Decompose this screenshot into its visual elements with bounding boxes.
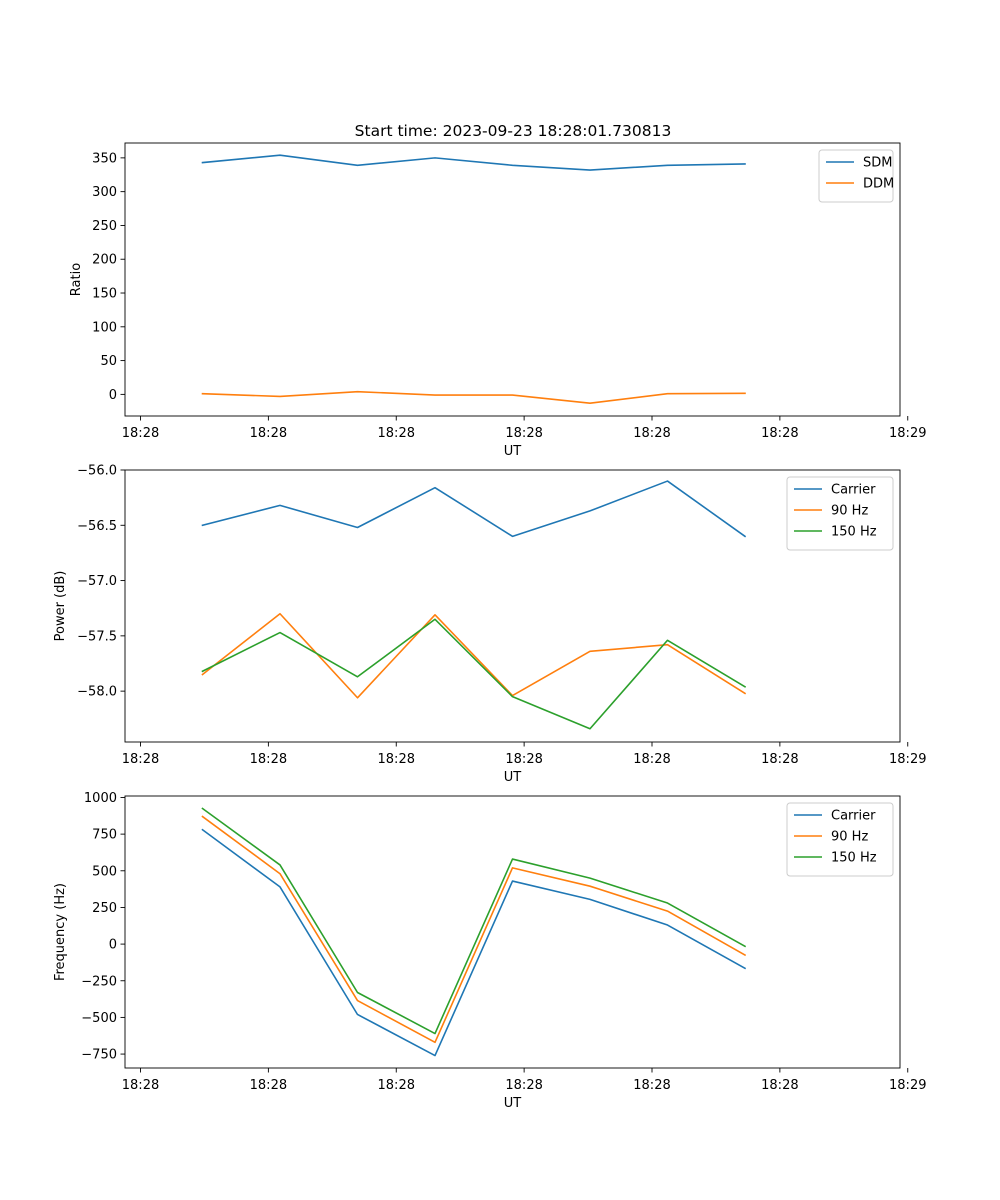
x-tick-label: 18:29 [889, 1078, 926, 1093]
x-tick-label: 18:28 [122, 1078, 159, 1093]
series-line-150-hz [201, 618, 747, 730]
x-tick-label: 18:28 [122, 426, 159, 441]
x-tick-label: 18:28 [250, 752, 287, 767]
legend-label: SDM [863, 156, 892, 171]
legend-label: 90 Hz [831, 504, 868, 519]
legend-label: Carrier [831, 483, 876, 498]
y-tick-label: 300 [92, 185, 117, 200]
charts: 18:28 18:28 18:28 18:28 18:28 18:28 18:29 0 50 10… [53, 142, 926, 1111]
figure-title: Start time: 2023-09-23 18:28:01.730813 [355, 122, 672, 140]
y-axis-label: Frequency (Hz) [53, 883, 68, 981]
series-line-carrier [201, 828, 747, 1057]
legend-label: 90 Hz [831, 830, 868, 845]
x-axis-label: UT [504, 770, 522, 785]
x-tick-label: 18:28 [505, 1078, 542, 1093]
y-tick-label: 750 [92, 828, 117, 843]
y-tick-label: 0 [109, 938, 117, 953]
axes-frame [124, 142, 901, 417]
legend-box [818, 149, 894, 203]
y-tick-label: 500 [92, 864, 117, 879]
y-axis-label: Ratio [69, 263, 84, 296]
power-chart: 18:28 18:28 18:28 18:28 18:28 18:28 18:29 −56.0… [53, 464, 926, 786]
series-line-sdm [201, 154, 746, 171]
y-tick-label: −57.0 [77, 574, 117, 589]
y-tick-label: 50 [100, 354, 117, 369]
x-tick-label: 18:28 [505, 426, 542, 441]
x-tick-label: 18:28 [378, 426, 415, 441]
y-tick-label: −500 [81, 1011, 117, 1026]
x-tick-label: 18:28 [761, 1078, 798, 1093]
x-axis-label: UT [504, 1096, 522, 1111]
x-tick-label: 18:28 [122, 752, 159, 767]
x-tick-label: 18:28 [633, 426, 670, 441]
y-tick-label: −250 [81, 974, 117, 989]
x-tick-label: 18:29 [889, 752, 926, 767]
axes-frame [124, 469, 901, 743]
y-tick-label: −57.5 [77, 629, 117, 644]
y-tick-label: −58.0 [77, 685, 117, 700]
x-tick-label: 18:28 [378, 1078, 415, 1093]
legend-label: 150 Hz [831, 851, 877, 866]
x-tick-label: 18:28 [761, 752, 798, 767]
y-tick-label: −56.0 [77, 464, 117, 479]
series-line-90-hz [201, 612, 747, 699]
x-tick-label: 18:28 [250, 1078, 287, 1093]
y-tick-label: 250 [92, 219, 117, 234]
series-line-ddm [201, 390, 746, 404]
x-tick-label: 18:28 [633, 752, 670, 767]
y-tick-label: 1000 [84, 791, 117, 806]
x-tick-label: 18:29 [889, 426, 926, 441]
x-tick-label: 18:28 [761, 426, 798, 441]
series-line-carrier [201, 480, 747, 538]
legend-label: DDM [863, 177, 894, 192]
x-tick-label: 18:28 [250, 426, 287, 441]
y-tick-label: 350 [92, 151, 117, 166]
x-axis-label: UT [504, 444, 522, 459]
y-tick-label: 250 [92, 901, 117, 916]
y-tick-label: −750 [81, 1048, 117, 1063]
frequency-chart: 18:28 18:28 18:28 18:28 18:28 18:28 18:29 1000 7… [53, 791, 926, 1111]
series-line-90-hz [201, 815, 747, 1044]
ratio-chart: 18:28 18:28 18:28 18:28 18:28 18:28 18:29 0 50 10… [69, 142, 926, 459]
legend-label: Carrier [831, 809, 876, 824]
legend-label: 150 Hz [831, 525, 877, 540]
y-axis-label: Power (dB) [53, 571, 68, 642]
x-tick-label: 18:28 [633, 1078, 670, 1093]
y-tick-label: 150 [92, 287, 117, 302]
y-tick-label: −56.5 [77, 519, 117, 534]
axes-frame [124, 795, 901, 1069]
x-tick-label: 18:28 [378, 752, 415, 767]
y-tick-label: 200 [92, 253, 117, 268]
series-line-150-hz [201, 807, 747, 1035]
y-tick-label: 0 [109, 388, 117, 403]
y-tick-label: 100 [92, 320, 117, 335]
x-tick-label: 18:28 [505, 752, 542, 767]
